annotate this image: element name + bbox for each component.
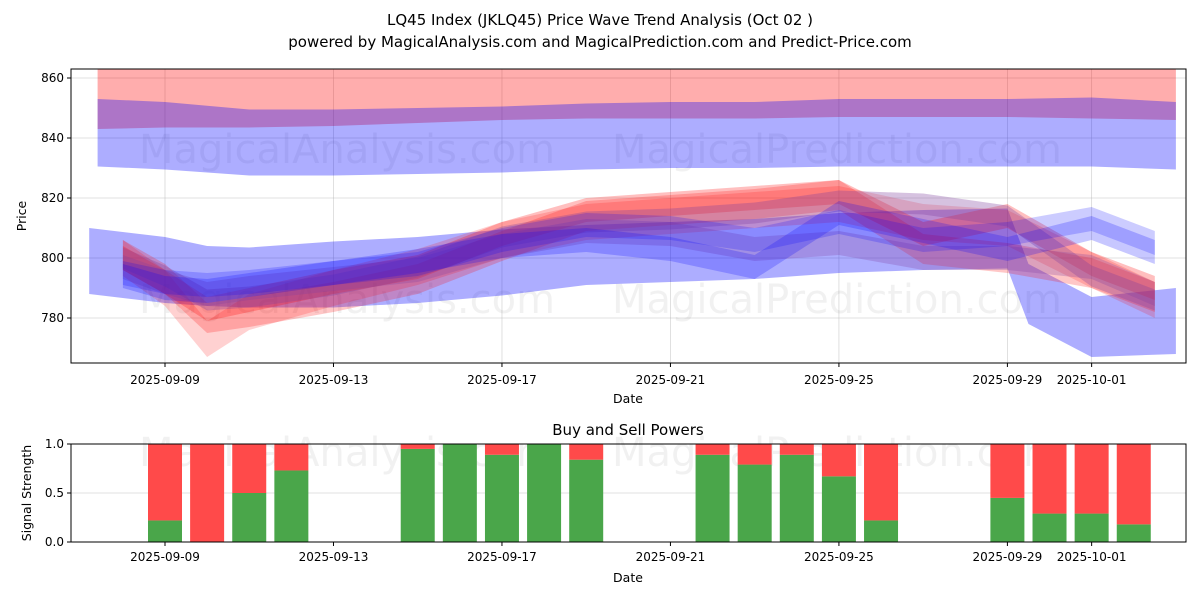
sell-bar <box>780 444 814 455</box>
buy-bar <box>1117 524 1151 542</box>
price-x-tick-label: 2025-09-21 <box>636 373 706 387</box>
sell-bar <box>864 444 898 520</box>
price-x-tick-label: 2025-09-09 <box>130 373 200 387</box>
buy-bar <box>274 470 308 542</box>
chart-subtitle: powered by MagicalAnalysis.com and Magic… <box>288 33 912 51</box>
buy-bar <box>527 444 561 542</box>
price-y-label: Price <box>14 200 29 231</box>
signal-y-tick-label: 0.0 <box>45 535 64 549</box>
price-x-tick-label: 2025-10-01 <box>1057 373 1127 387</box>
buy-bar <box>738 465 772 542</box>
price-y-tick-label: 800 <box>41 251 64 265</box>
chart-figure: LQ45 Index (JKLQ45) Price Wave Trend Ana… <box>0 0 1200 600</box>
price-y-ticks: 780 800 820 840 860 <box>41 71 71 325</box>
price-x-label: Date <box>613 391 643 406</box>
signal-x-tick-label: 2025-09-17 <box>467 550 537 564</box>
signal-y-ticks: 0.0 0.5 1.0 <box>45 437 71 549</box>
sell-bar <box>738 444 772 465</box>
signal-y-tick-label: 0.5 <box>45 486 64 500</box>
buy-bar <box>1033 514 1067 542</box>
buy-bar <box>485 455 519 542</box>
signal-x-ticks: 2025-09-09 2025-09-13 2025-09-17 2025-09-21… <box>130 542 1126 564</box>
sell-bar <box>485 444 519 455</box>
price-y-tick-label: 780 <box>41 311 64 325</box>
buy-bar <box>822 476 856 542</box>
chart-title: LQ45 Index (JKLQ45) Price Wave Trend Ana… <box>387 11 813 29</box>
signal-y-tick-label: 1.0 <box>45 437 64 451</box>
buy-bar <box>780 455 814 542</box>
sell-bar <box>190 444 224 542</box>
sell-bar <box>1117 444 1151 524</box>
price-x-tick-label: 2025-09-29 <box>973 373 1043 387</box>
sell-bar <box>401 444 435 449</box>
price-plot: MagicalAnalysis.comMagicalPrediction.com… <box>14 69 1186 406</box>
sell-bar <box>822 444 856 476</box>
buy-bar <box>696 455 730 542</box>
buy-bar <box>401 449 435 542</box>
sell-bar <box>1075 444 1109 514</box>
sell-bar <box>274 444 308 470</box>
sell-bar <box>232 444 266 493</box>
signal-x-label: Date <box>613 570 643 585</box>
signal-y-label: Signal Strength <box>19 445 34 541</box>
price-y-tick-label: 840 <box>41 131 64 145</box>
price-x-tick-label: 2025-09-13 <box>299 373 369 387</box>
price-y-tick-label: 820 <box>41 191 64 205</box>
buy-bar <box>443 444 477 542</box>
price-y-tick-label: 860 <box>41 71 64 85</box>
watermark-text: MagicalPrediction.com <box>612 277 1062 323</box>
buy-bar <box>232 493 266 542</box>
signal-x-tick-label: 2025-09-29 <box>973 550 1043 564</box>
price-x-tick-label: 2025-09-25 <box>804 373 874 387</box>
buy-bar <box>990 498 1024 542</box>
sell-bar <box>569 444 603 460</box>
buy-bar <box>569 460 603 542</box>
signal-x-tick-label: 2025-09-09 <box>130 550 200 564</box>
signal-x-tick-label: 2025-09-13 <box>299 550 369 564</box>
sell-bar <box>696 444 730 455</box>
signal-x-tick-label: 2025-09-25 <box>804 550 874 564</box>
buy-bar <box>148 520 182 542</box>
sell-bar <box>1033 444 1067 514</box>
buy-bar <box>1075 514 1109 542</box>
price-x-ticks: 2025-09-09 2025-09-13 2025-09-17 2025-09-21… <box>130 363 1126 387</box>
signal-plot: Buy and Sell Powers MagicalAnalysis.comM… <box>19 421 1186 585</box>
signal-x-tick-label: 2025-10-01 <box>1057 550 1127 564</box>
signal-x-tick-label: 2025-09-21 <box>636 550 706 564</box>
price-x-tick-label: 2025-09-17 <box>467 373 537 387</box>
sell-bar <box>148 444 182 520</box>
sell-bar <box>990 444 1024 498</box>
buy-bar <box>864 520 898 542</box>
